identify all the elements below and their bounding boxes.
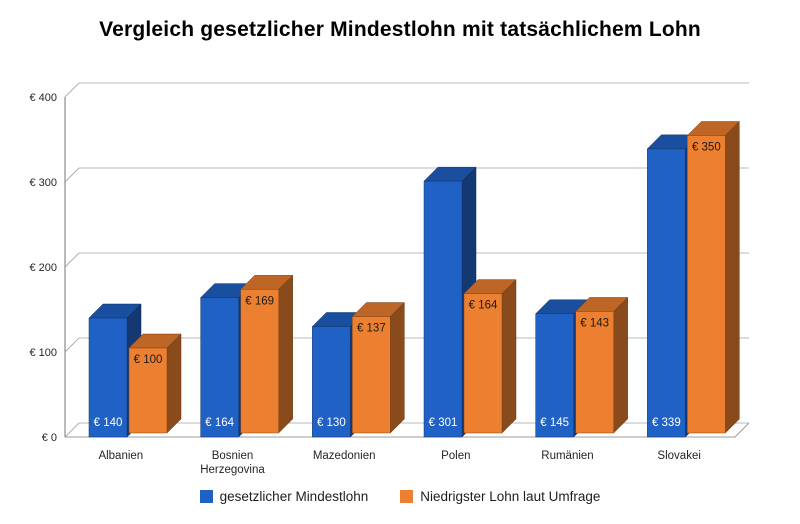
legend-item-mindestlohn: gesetzlicher Mindestlohn: [199, 489, 369, 504]
y-tick-label: € 400: [29, 92, 57, 104]
y-tick-label: € 100: [29, 347, 57, 359]
category-label-Albanien: Albanien: [98, 450, 143, 462]
category-label-Rumänien: Rumänien: [541, 450, 593, 462]
legend-swatch-blue: [199, 490, 213, 503]
bars: [88, 120, 740, 438]
bar-front-face: [352, 316, 391, 434]
bar-front-face: [423, 180, 463, 438]
bar-side-face: [613, 296, 628, 434]
gridline-tick: [64, 422, 80, 438]
legend-label: Niedrigster Lohn laut Umfrage: [420, 489, 601, 504]
bar-front-face: [128, 347, 168, 434]
bar-front-face: [463, 293, 503, 434]
gridline-tick: [64, 252, 80, 268]
value-label-umfrage-Polen: € 164: [469, 300, 498, 312]
bar-side-face: [501, 278, 517, 434]
value-label-mindestlohn-Mazedonien: € 130: [317, 417, 346, 429]
category-label-Polen: Polen: [441, 450, 470, 462]
value-label-mindestlohn-Polen: € 301: [429, 417, 458, 429]
category-label-Mazedonien: Mazedonien: [313, 450, 376, 462]
chart-plot: € 0€ 100€ 200€ 300€ 400€ 140€ 100€ 164€ …: [29, 82, 750, 476]
bar-front-face: [88, 317, 128, 438]
bar-umfrage-Slovakei: [686, 120, 740, 434]
bar-front-face: [535, 313, 574, 438]
bar-front-face: [200, 297, 239, 438]
y-tick-label: € 200: [29, 262, 57, 274]
bar-side-face: [390, 301, 405, 434]
category-label-Slovakei: Slovakei: [657, 450, 700, 462]
bar-value-labels: € 140 € 100 € 164 € 169 € 130 € 137 € 301 € 164…: [94, 142, 721, 430]
bar-umfrage-Albanien: [128, 333, 182, 434]
x-axis-labels: Albanien Bosnien Herzegovina Mazedonien Pole…: [98, 450, 700, 476]
bar-front-face: [312, 326, 351, 438]
bar-front-face: [647, 148, 686, 438]
y-axis-labels: € 0 € 100 € 200 € 300 € 400: [29, 92, 57, 444]
bar-front-face: [575, 311, 614, 434]
value-label-umfrage-Albanien: € 100: [134, 354, 163, 366]
value-label-umfrage-Bosnien Herzegovina: € 169: [245, 295, 274, 307]
legend-label: gesetzlicher Mindestlohn: [219, 489, 369, 504]
chart-title: Vergleich gesetzlicher Mindestlohn mit t…: [99, 18, 701, 41]
value-label-umfrage-Rumänien: € 143: [580, 317, 609, 329]
legend-item-umfrage: Niedrigster Lohn laut Umfrage: [400, 489, 600, 504]
value-label-mindestlohn-Rumänien: € 145: [540, 417, 569, 429]
bar-side-face: [166, 333, 182, 434]
value-label-mindestlohn-Bosnien Herzegovina: € 164: [205, 417, 234, 429]
value-label-umfrage-Slovakei: € 350: [692, 142, 721, 154]
value-label-mindestlohn-Slovakei: € 339: [652, 417, 681, 429]
value-label-mindestlohn-Albanien: € 140: [94, 417, 123, 429]
bar-front-face: [687, 135, 726, 434]
legend: gesetzlicher Mindestlohn Niedrigster Loh…: [0, 489, 800, 504]
bar-umfrage-Polen: [463, 278, 517, 434]
bar-umfrage-Mazedonien: [351, 301, 405, 434]
bar-side-face: [278, 274, 293, 434]
gridline-tick: [64, 337, 80, 353]
bar-front-face: [240, 289, 279, 434]
value-label-umfrage-Mazedonien: € 137: [357, 323, 386, 335]
gridline-tick: [64, 167, 80, 183]
bar-umfrage-Rumänien: [575, 296, 629, 434]
floor-right-edge: [734, 422, 750, 438]
legend-swatch-orange: [400, 490, 414, 503]
category-label-Bosnien Herzegovina: Bosnien Herzegovina: [200, 450, 265, 476]
bar-side-face: [725, 120, 740, 434]
y-tick-label: € 0: [42, 432, 57, 444]
gridline-tick: [64, 82, 80, 98]
grid: [64, 82, 750, 438]
y-tick-label: € 300: [29, 177, 57, 189]
bar-umfrage-Bosnien Herzegovina: [240, 274, 294, 434]
